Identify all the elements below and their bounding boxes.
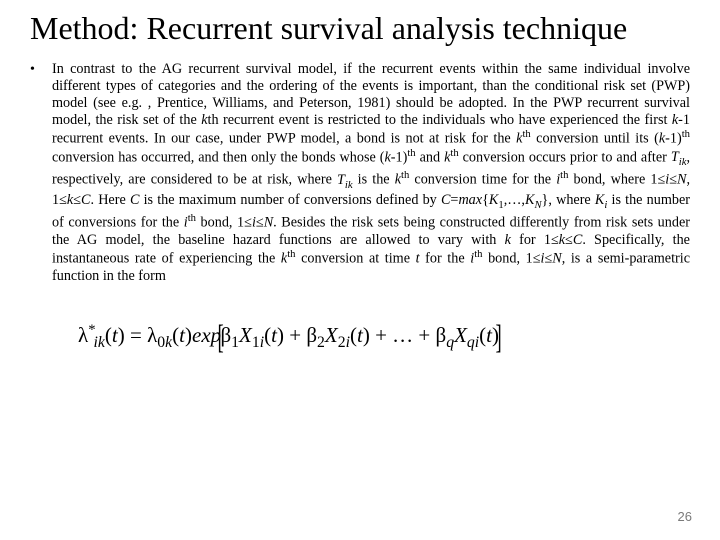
body-paragraph: In contrast to the AG recurrent survival…: [52, 61, 690, 285]
slide-title: Method: Recurrent survival analysis tech…: [30, 10, 690, 47]
body-row: • In contrast to the AG recurrent surviv…: [30, 61, 690, 285]
formula-region: λ*ik(t) = λ0k(t)exp[β1X1i(t) + β2X2i(t) …: [30, 319, 690, 357]
slide: Method: Recurrent survival analysis tech…: [0, 0, 720, 540]
hazard-formula: λ*ik(t) = λ0k(t)exp[β1X1i(t) + β2X2i(t) …: [78, 323, 498, 347]
bullet-glyph: •: [30, 61, 52, 79]
page-number: 26: [678, 509, 692, 524]
